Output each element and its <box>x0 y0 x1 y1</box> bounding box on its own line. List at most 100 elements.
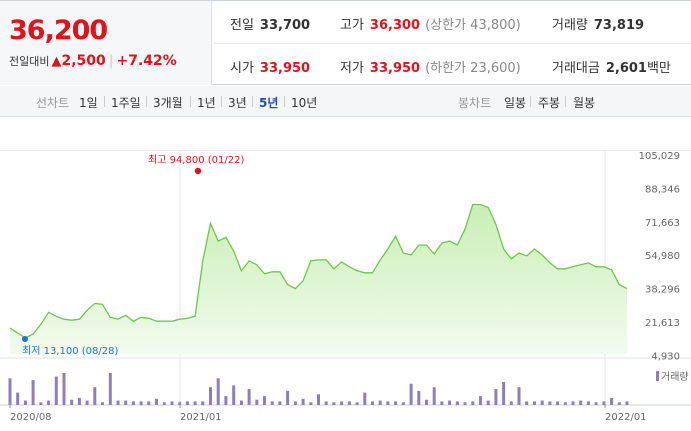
volume-bar <box>270 401 274 405</box>
volume-bar <box>425 399 428 405</box>
volume-bar <box>371 401 374 405</box>
y-tick-label: 88,346 <box>645 184 680 195</box>
volume-bar <box>594 402 598 405</box>
volume-bar <box>85 400 89 405</box>
current-price: 36,200 <box>9 15 108 46</box>
change-label: 전일대비 <box>9 55 50 68</box>
tab-3-years[interactable]: 3년 <box>228 96 247 110</box>
tab-divider <box>104 96 105 107</box>
volume-bar <box>625 401 629 405</box>
stat-high: 고가 36,300 (상한가 43,800) <box>340 14 521 33</box>
volume-bar <box>332 402 336 405</box>
stat-open: 시가 33,950 <box>230 57 310 76</box>
quote-summary-panel: 36,200 전일대비 ▲2,500 | +7.42% 전일 33,700 고가 36,3… <box>0 0 691 85</box>
stat-amount-unit: 백만 <box>646 61 671 76</box>
volume-bar <box>124 400 128 405</box>
volume-bar <box>571 401 575 405</box>
tab-divider <box>252 96 253 107</box>
stat-high-limit: (상한가 43,800) <box>425 18 521 33</box>
chart-period-tabs: 선차트 1일 1주일 3개월 1년 3년 5년 10년 봉차트 일봉 주봉 월봉 <box>0 86 691 117</box>
volume-bar <box>31 380 35 405</box>
volume-bar <box>278 401 282 405</box>
volume-bar <box>602 401 606 405</box>
volume-bar <box>224 396 228 405</box>
volume-bar <box>139 401 143 405</box>
tab-3-months[interactable]: 3개월 <box>153 96 183 110</box>
stat-volume-value: 73,819 <box>593 18 645 33</box>
volume-bar <box>355 402 359 405</box>
volume-bar <box>70 399 74 405</box>
tab-1-week[interactable]: 1주일 <box>111 96 141 110</box>
volume-bar <box>301 398 305 405</box>
tab-divider <box>190 96 191 107</box>
volume-bar <box>394 401 398 405</box>
price-chart: 105,029 88,346 71,663 54,980 38,296 21,613 4,9… <box>0 150 691 423</box>
up-arrow-icon: ▲ <box>51 54 62 69</box>
stats-divider <box>214 43 691 44</box>
volume-bar <box>324 401 328 405</box>
volume-bar <box>317 394 320 405</box>
stat-low: 저가 33,950 (하한가 23,600) <box>340 57 521 76</box>
stat-high-label: 고가 <box>340 18 364 33</box>
high-marker <box>194 167 202 175</box>
volume-bar <box>401 402 405 405</box>
chart-annotations: 최고 94,800 (01/22) 최저 13,100 (08/28) 거래량 <box>22 154 689 383</box>
candle-chart-label: 봉차트 <box>458 96 492 110</box>
tab-10-years[interactable]: 10년 <box>291 96 318 110</box>
volume-bar <box>209 387 212 405</box>
stat-open-value: 33,950 <box>259 61 311 76</box>
volume-bar <box>479 396 482 405</box>
tab-divider <box>565 96 566 107</box>
y-tick-label: 71,663 <box>645 218 680 229</box>
tab-weekly-candle[interactable]: 주봉 <box>538 96 561 110</box>
volume-bar <box>23 400 27 405</box>
volume-bar <box>432 387 436 405</box>
y-tick-label: 21,613 <box>645 318 680 329</box>
stat-open-label: 시가 <box>230 61 254 76</box>
volume-bar <box>455 401 459 405</box>
volume-bar <box>556 401 560 405</box>
price-box: 36,200 전일대비 ▲2,500 | +7.42% <box>0 1 212 85</box>
volume-bar <box>232 385 236 405</box>
volume-bars <box>8 373 629 405</box>
tab-5-years[interactable]: 5년 <box>259 96 279 110</box>
volume-bar <box>586 401 590 405</box>
tab-daily-candle[interactable]: 일봉 <box>504 96 527 110</box>
volume-bar <box>525 401 529 405</box>
x-tick-label: 2021/01 <box>180 412 222 423</box>
volume-bar <box>8 378 12 405</box>
volume-bar <box>93 387 97 405</box>
line-chart-label: 선차트 <box>36 96 70 110</box>
volume-bar <box>263 396 266 405</box>
stat-amount: 거래대금 2,601백만 <box>552 57 671 76</box>
stat-low-label: 저가 <box>340 61 364 76</box>
stat-volume: 거래량 73,819 <box>552 14 644 33</box>
volume-bar <box>463 402 467 405</box>
change-line: 전일대비 ▲2,500 | +7.42% <box>9 53 177 69</box>
stat-amount-label: 거래대금 <box>552 61 600 76</box>
volume-bar <box>579 400 583 405</box>
tab-monthly-candle[interactable]: 월봉 <box>573 96 596 110</box>
y-tick-label: 38,296 <box>645 285 680 296</box>
chart-grid <box>0 150 691 406</box>
stat-prev-close-value: 33,700 <box>259 18 311 33</box>
volume-bar <box>378 400 382 405</box>
stat-volume-label: 거래량 <box>552 18 588 33</box>
volume-bar <box>340 401 344 405</box>
volume-bar <box>409 383 413 405</box>
volume-bar <box>448 400 452 405</box>
y-tick-label: 4,930 <box>651 351 680 362</box>
volume-bar <box>563 402 567 405</box>
change-separator: | <box>108 53 114 69</box>
volume-bar <box>185 401 189 405</box>
volume-bar <box>363 392 367 405</box>
stat-high-value: 36,300 <box>369 18 421 33</box>
tab-divider <box>221 96 222 107</box>
volume-bar <box>309 402 313 405</box>
tab-1-year[interactable]: 1년 <box>197 96 216 110</box>
volume-bar <box>293 401 297 405</box>
low-marker <box>22 336 28 342</box>
volume-bar <box>386 401 390 405</box>
x-tick-label: 2020/08 <box>10 412 52 423</box>
tab-1-day[interactable]: 1일 <box>79 96 98 110</box>
